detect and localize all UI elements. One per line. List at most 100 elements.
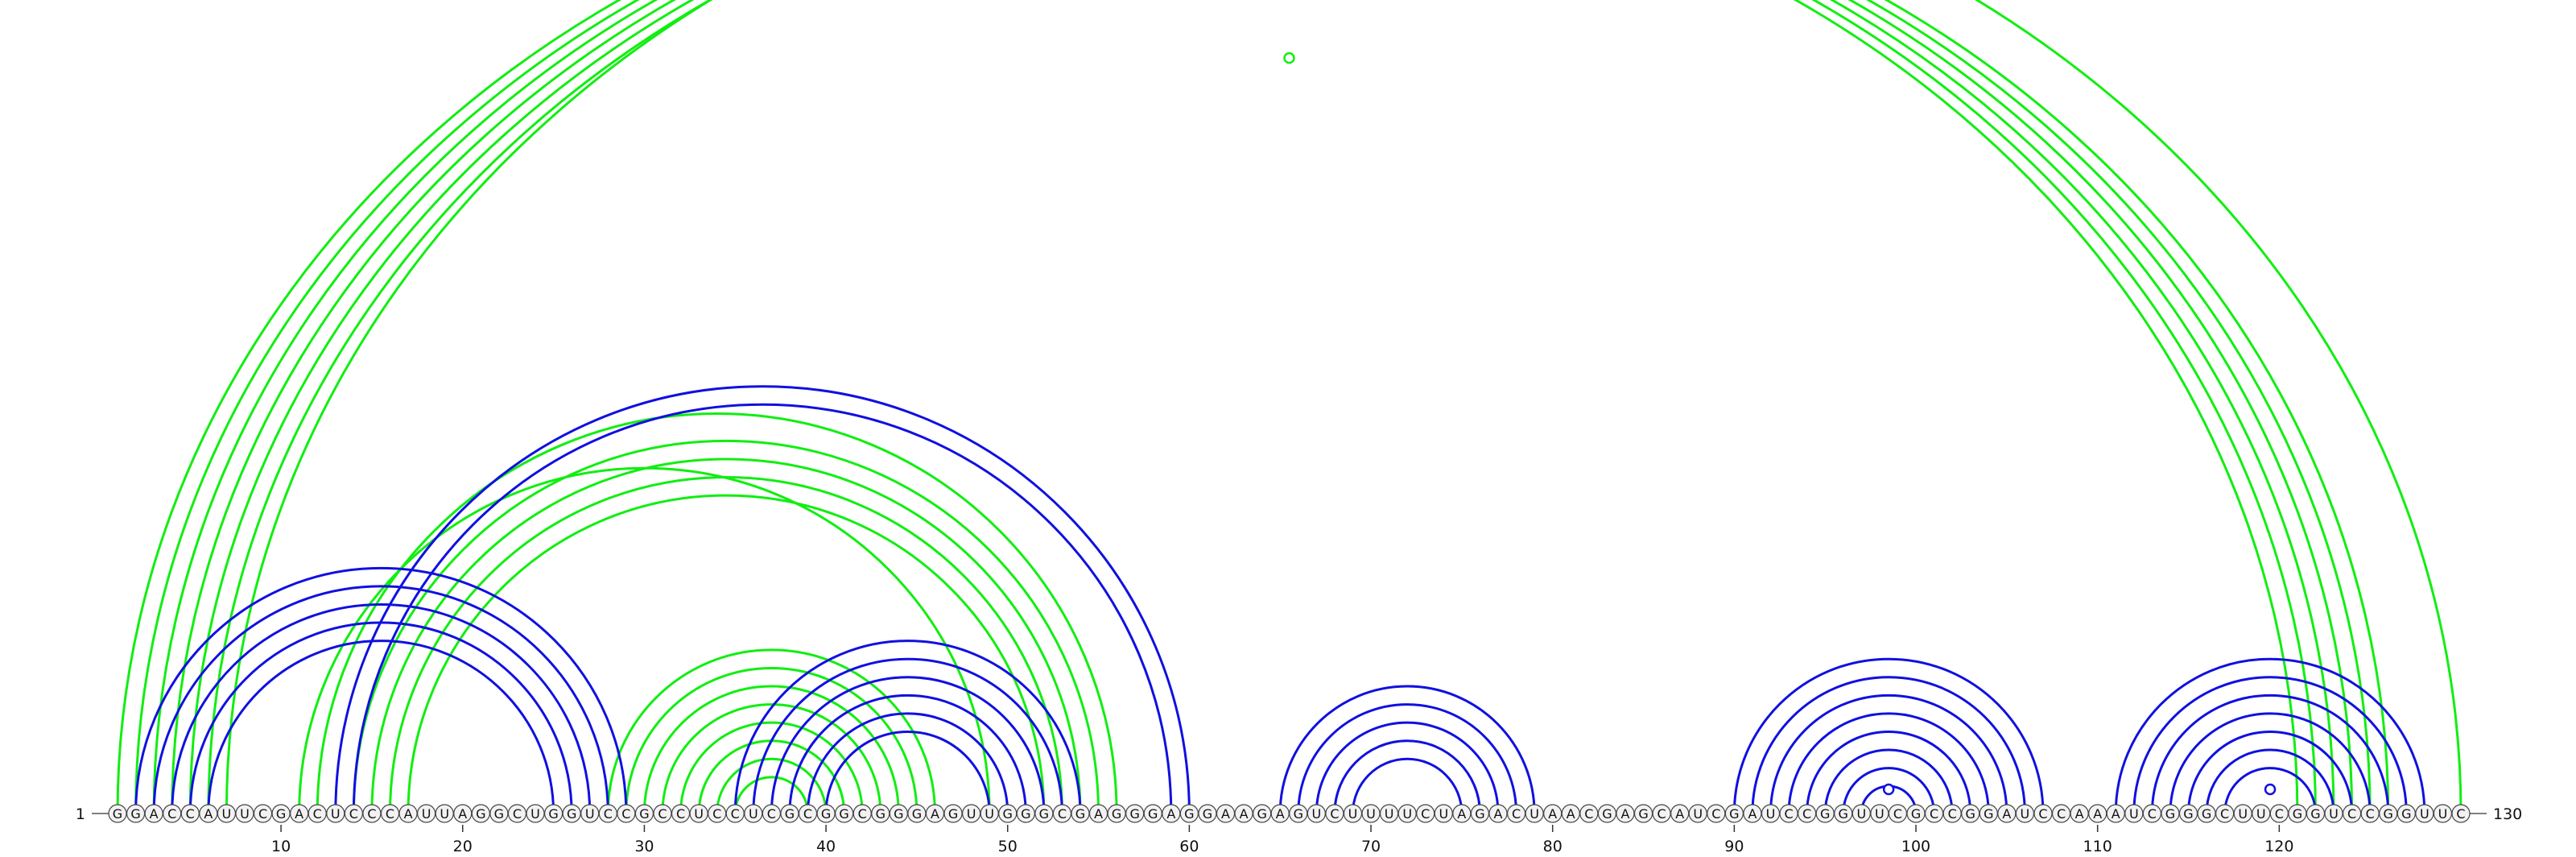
base-17: A (398, 804, 418, 823)
base-64: G (1253, 804, 1272, 823)
base-letter: C (1930, 806, 1938, 822)
green-pair-arc (679, 721, 864, 814)
base-33: U (689, 804, 708, 823)
base-letter: A (2093, 806, 2102, 822)
base-14: C (344, 804, 363, 823)
base-95: G (1815, 804, 1835, 823)
base-2: G (126, 804, 146, 823)
base-letter: G (1911, 806, 1921, 822)
green-pair-arc (225, 0, 2462, 814)
base-123: U (2324, 804, 2343, 823)
base-114: G (2161, 804, 2180, 823)
start-label: 1 (76, 805, 85, 823)
base-53: C (1052, 804, 1072, 823)
base-21: G (471, 804, 490, 823)
base-letter: C (313, 806, 322, 822)
base-letter: C (767, 806, 776, 822)
base-letter: G (894, 806, 903, 822)
base-letter: A (204, 806, 213, 822)
base-69: U (1343, 804, 1363, 823)
green-pair-arc (134, 0, 2317, 814)
base-97: U (1852, 804, 1871, 823)
blue-pair-arc (352, 403, 1173, 814)
base-106: U (2015, 804, 2035, 823)
base-36: U (744, 804, 763, 823)
base-letter: C (186, 806, 195, 822)
base-letter: G (839, 806, 848, 822)
base-letter: G (1257, 806, 1266, 822)
base-letter: C (712, 806, 721, 822)
base-68: C (1325, 804, 1344, 823)
tick-label: 40 (816, 838, 836, 855)
base-letter: G (2202, 806, 2211, 822)
base-99: C (1888, 804, 1908, 823)
base-letter: A (1675, 806, 1684, 822)
base-20: A (453, 804, 473, 823)
base-6: A (199, 804, 218, 823)
base-89: C (1707, 804, 1726, 823)
base-63: A (1234, 804, 1253, 823)
base-letter: U (1348, 806, 1358, 822)
base-letter: U (240, 806, 250, 822)
loop-marker (1882, 783, 1895, 796)
blue-pair-arc (1315, 721, 1500, 814)
base-letter: A (1457, 806, 1466, 822)
base-57: G (1125, 804, 1145, 823)
base-19: U (435, 804, 454, 823)
blue-pair-arc (752, 657, 1063, 814)
base-letter: C (2038, 806, 2047, 822)
green-pair-arc (733, 776, 809, 814)
blue-pair-arc (1823, 748, 1954, 814)
base-letter: U (2256, 806, 2266, 822)
base-72: U (1397, 804, 1417, 823)
base-letter: G (1638, 806, 1648, 822)
base-94: C (1798, 804, 1817, 823)
blue-pair-arc (1333, 739, 1481, 814)
base-126: G (2379, 804, 2398, 823)
base-125: C (2360, 804, 2380, 823)
base-letter: C (349, 806, 358, 822)
base-71: U (1380, 804, 1399, 823)
base-letter: G (2310, 806, 2320, 822)
base-letter: G (1021, 806, 1030, 822)
base-letter: C (2220, 806, 2229, 822)
blue-pair-arc (2187, 730, 2354, 814)
base-letter: C (621, 806, 630, 822)
base-128: U (2415, 804, 2434, 823)
base-35: C (725, 804, 745, 823)
base-letter: A (2002, 806, 2011, 822)
base-letter: G (1112, 806, 1121, 822)
base-85: G (1633, 804, 1653, 823)
base-121: G (2288, 804, 2307, 823)
base-letter: G (2401, 806, 2411, 822)
base-letter: G (639, 806, 649, 822)
loop-marker (2264, 783, 2277, 796)
blue-pair-arc (134, 566, 628, 814)
green-pair-arc (661, 703, 882, 814)
blue-pair-arc (1751, 676, 2026, 814)
base-62: A (1216, 804, 1236, 823)
blue-pair-arc (152, 585, 609, 814)
base-103: G (1961, 804, 1980, 823)
base-86: C (1652, 804, 1671, 823)
base-letter: G (785, 806, 795, 822)
base-102: C (1942, 804, 1962, 823)
green-pair-arc (716, 757, 828, 814)
base-letter: G (2384, 806, 2393, 822)
base-letter: U (2021, 806, 2030, 822)
base-56: G (1107, 804, 1126, 823)
base-letter: C (2275, 806, 2284, 822)
tick-label: 30 (634, 838, 654, 855)
base-29: C (617, 804, 636, 823)
base-98: U (1870, 804, 1889, 823)
base-15: C (362, 804, 382, 823)
base-letter: U (2129, 806, 2139, 822)
base-letter: C (676, 806, 685, 822)
base-letter: U (2238, 806, 2248, 822)
base-letter: U (1311, 806, 1321, 822)
blue-pair-arc (770, 676, 1046, 814)
base-letter: C (731, 806, 740, 822)
base-letter: A (1494, 806, 1503, 822)
base-letter: C (2148, 806, 2157, 822)
base-101: C (1924, 804, 1944, 823)
